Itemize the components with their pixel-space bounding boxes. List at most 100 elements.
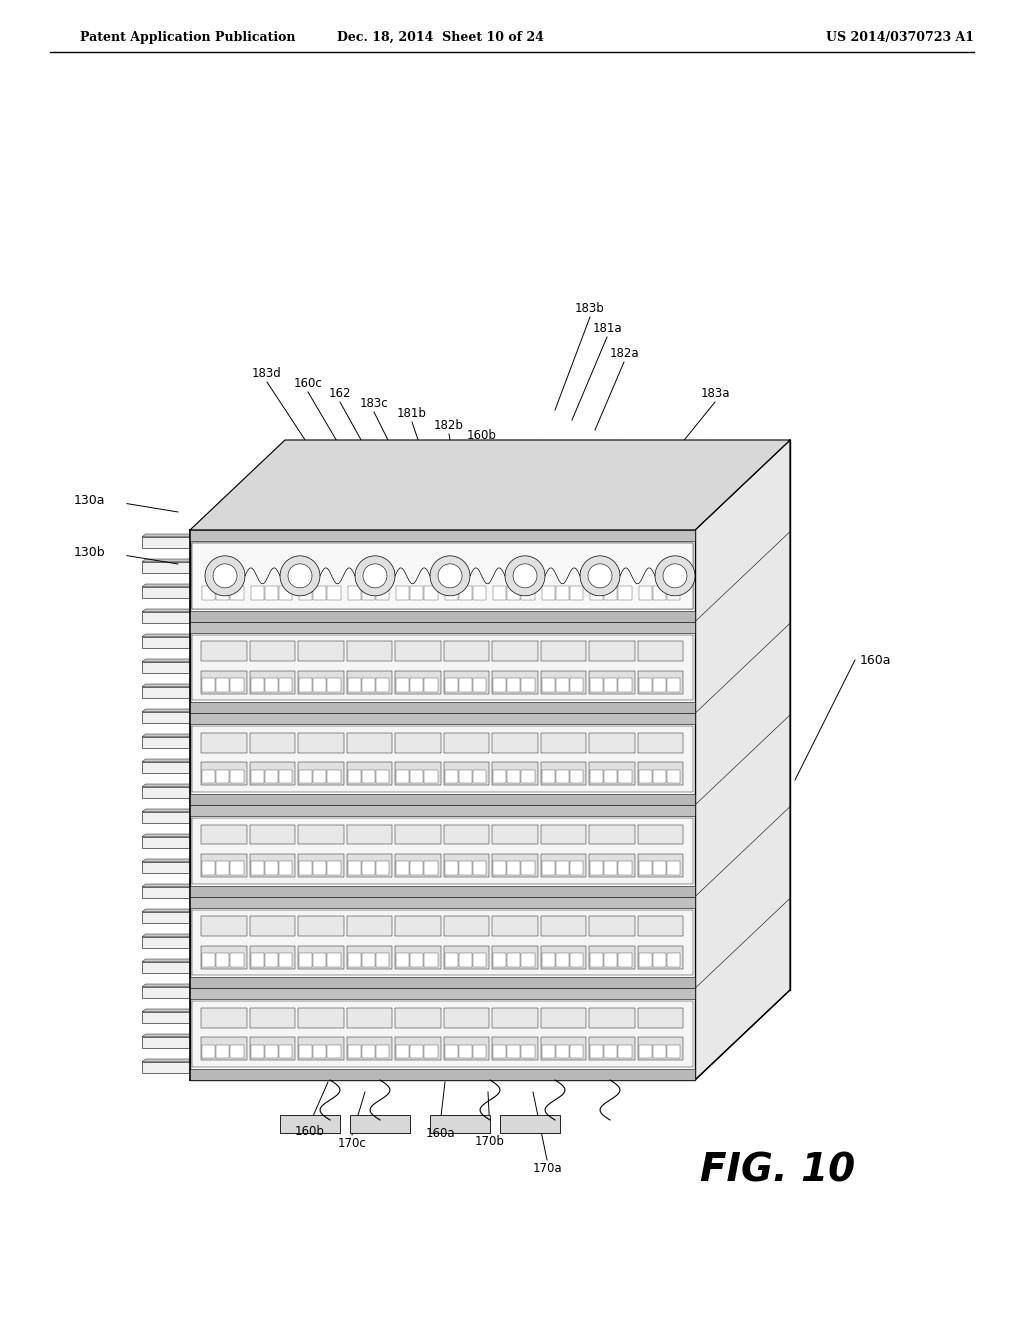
Polygon shape <box>328 862 341 875</box>
Polygon shape <box>346 763 392 785</box>
Polygon shape <box>193 1002 693 1067</box>
Polygon shape <box>473 770 486 784</box>
Polygon shape <box>298 825 343 845</box>
Polygon shape <box>444 678 458 692</box>
Polygon shape <box>347 1044 360 1059</box>
Polygon shape <box>667 678 680 692</box>
Polygon shape <box>313 586 327 601</box>
Polygon shape <box>193 726 693 792</box>
Polygon shape <box>493 1044 506 1059</box>
Polygon shape <box>264 862 278 875</box>
Polygon shape <box>299 953 312 966</box>
Polygon shape <box>346 1038 392 1060</box>
Text: 160a: 160a <box>860 653 892 667</box>
Polygon shape <box>459 953 472 966</box>
Polygon shape <box>443 733 489 752</box>
Polygon shape <box>142 987 190 998</box>
Text: US 2014/0370723 A1: US 2014/0370723 A1 <box>826 30 974 44</box>
Polygon shape <box>492 642 538 661</box>
Polygon shape <box>521 1044 535 1059</box>
Polygon shape <box>589 579 635 602</box>
Polygon shape <box>193 543 693 609</box>
Polygon shape <box>492 671 538 694</box>
Text: 183b: 183b <box>575 302 605 315</box>
Polygon shape <box>230 862 244 875</box>
Polygon shape <box>590 953 603 966</box>
Polygon shape <box>652 953 666 966</box>
Polygon shape <box>424 586 437 601</box>
Polygon shape <box>142 636 190 648</box>
Polygon shape <box>190 886 695 896</box>
Polygon shape <box>142 684 194 686</box>
Polygon shape <box>638 642 683 661</box>
Polygon shape <box>250 733 295 752</box>
Polygon shape <box>346 916 392 936</box>
Polygon shape <box>507 862 520 875</box>
Polygon shape <box>459 586 472 601</box>
Polygon shape <box>589 916 635 936</box>
Polygon shape <box>542 953 555 966</box>
Polygon shape <box>652 1044 666 1059</box>
Polygon shape <box>216 1044 229 1059</box>
Polygon shape <box>541 1038 586 1060</box>
Polygon shape <box>250 763 295 785</box>
Text: 160a: 160a <box>425 1127 455 1140</box>
Polygon shape <box>190 977 695 989</box>
Polygon shape <box>492 825 538 845</box>
Polygon shape <box>521 678 535 692</box>
Text: 170b: 170b <box>475 1135 505 1148</box>
Polygon shape <box>444 862 458 875</box>
Polygon shape <box>396 1044 410 1059</box>
Circle shape <box>205 556 245 595</box>
Polygon shape <box>569 953 583 966</box>
Polygon shape <box>279 678 292 692</box>
Polygon shape <box>541 763 586 785</box>
Polygon shape <box>492 854 538 876</box>
Polygon shape <box>361 770 375 784</box>
Circle shape <box>580 556 620 595</box>
Polygon shape <box>201 1038 247 1060</box>
Polygon shape <box>346 671 392 694</box>
Polygon shape <box>443 1008 489 1027</box>
Polygon shape <box>299 770 312 784</box>
Polygon shape <box>618 862 632 875</box>
Polygon shape <box>411 862 423 875</box>
Text: 160c: 160c <box>294 378 323 389</box>
Polygon shape <box>424 953 437 966</box>
Polygon shape <box>459 1044 472 1059</box>
Polygon shape <box>279 586 292 601</box>
Polygon shape <box>361 678 375 692</box>
Polygon shape <box>142 859 194 862</box>
Polygon shape <box>250 946 295 969</box>
Polygon shape <box>142 1038 190 1048</box>
Polygon shape <box>638 579 683 602</box>
Polygon shape <box>328 586 341 601</box>
Polygon shape <box>346 549 392 569</box>
Polygon shape <box>604 1044 617 1059</box>
Polygon shape <box>638 733 683 752</box>
Text: 170c: 170c <box>338 1137 367 1150</box>
Circle shape <box>505 556 545 595</box>
Polygon shape <box>298 579 343 602</box>
Polygon shape <box>507 678 520 692</box>
Polygon shape <box>142 983 194 987</box>
Polygon shape <box>313 678 327 692</box>
Polygon shape <box>569 770 583 784</box>
Polygon shape <box>604 586 617 601</box>
Polygon shape <box>604 678 617 692</box>
Polygon shape <box>298 763 343 785</box>
Polygon shape <box>589 642 635 661</box>
Polygon shape <box>142 759 194 762</box>
Text: 130b: 130b <box>74 545 105 558</box>
Polygon shape <box>190 622 695 632</box>
Polygon shape <box>395 579 440 602</box>
Polygon shape <box>250 825 295 845</box>
Polygon shape <box>443 946 489 969</box>
Circle shape <box>430 556 470 595</box>
Polygon shape <box>395 671 440 694</box>
Polygon shape <box>190 713 695 725</box>
Polygon shape <box>202 862 215 875</box>
Polygon shape <box>328 770 341 784</box>
Polygon shape <box>142 787 190 799</box>
Polygon shape <box>492 549 538 569</box>
